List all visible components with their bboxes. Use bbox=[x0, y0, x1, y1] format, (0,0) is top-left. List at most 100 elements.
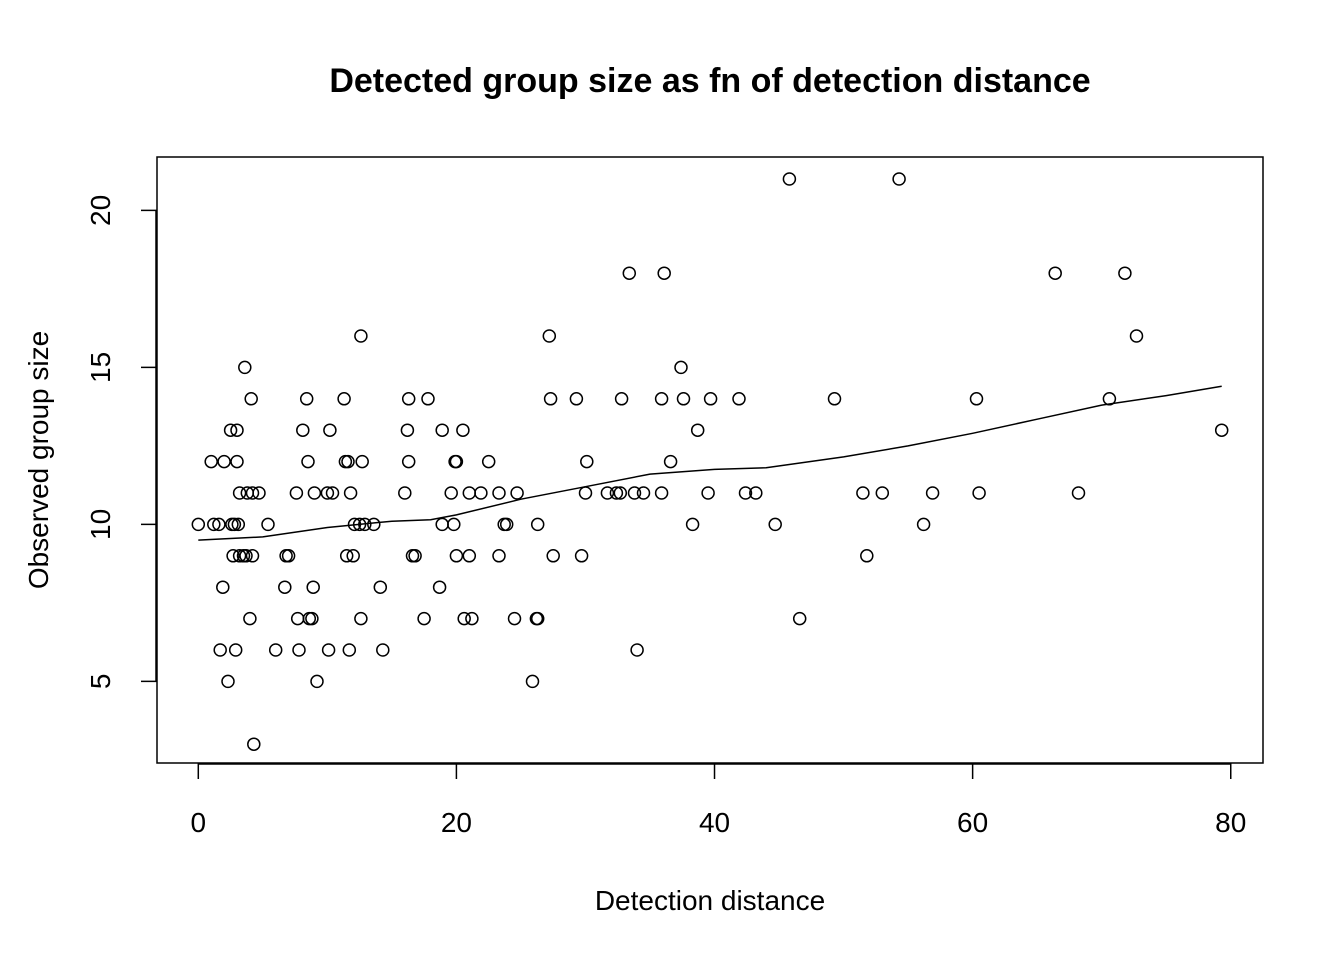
data-point bbox=[1071, 486, 1086, 500]
data-point bbox=[354, 611, 368, 626]
x-tick-label: 40 bbox=[699, 807, 730, 838]
data-point bbox=[352, 517, 367, 532]
data-point bbox=[444, 486, 458, 500]
data-point bbox=[465, 611, 479, 626]
data-point bbox=[230, 454, 244, 469]
data-point bbox=[657, 266, 671, 280]
data-point bbox=[530, 517, 545, 532]
data-point bbox=[408, 549, 422, 563]
data-point bbox=[376, 643, 390, 657]
x-axis-label: Detection distance bbox=[595, 885, 825, 916]
data-point bbox=[972, 486, 986, 500]
data-point bbox=[401, 454, 416, 469]
data-point bbox=[243, 611, 257, 626]
data-point bbox=[1214, 423, 1229, 437]
data-point bbox=[474, 486, 488, 500]
data-point bbox=[856, 486, 870, 500]
x-tick-label: 80 bbox=[1215, 807, 1246, 838]
data-point bbox=[338, 454, 353, 469]
data-point bbox=[542, 329, 557, 343]
data-point bbox=[916, 517, 931, 532]
data-point bbox=[207, 517, 221, 532]
data-point bbox=[462, 486, 477, 500]
data-point bbox=[325, 486, 340, 500]
data-point bbox=[435, 517, 449, 532]
data-point bbox=[252, 486, 266, 500]
data-point bbox=[580, 454, 594, 469]
data-point bbox=[301, 454, 315, 469]
data-point bbox=[320, 486, 335, 500]
data-point bbox=[355, 454, 369, 469]
data-point bbox=[614, 392, 629, 406]
data-point bbox=[569, 392, 584, 406]
data-point bbox=[321, 643, 336, 657]
data-point bbox=[204, 454, 218, 469]
data-point bbox=[339, 549, 354, 563]
x-tick-label: 0 bbox=[191, 807, 207, 838]
data-point bbox=[622, 266, 637, 280]
data-point bbox=[432, 580, 447, 594]
x-axis: 0 20 40 60 80 bbox=[191, 763, 1246, 838]
data-point bbox=[239, 549, 253, 563]
data-point bbox=[228, 643, 243, 657]
data-point bbox=[342, 643, 357, 657]
data-point bbox=[627, 486, 642, 500]
data-point bbox=[223, 423, 238, 437]
data-point bbox=[530, 611, 545, 626]
data-point bbox=[212, 517, 226, 532]
data-point bbox=[525, 674, 540, 689]
data-point bbox=[703, 392, 718, 406]
data-point bbox=[546, 549, 560, 563]
data-point bbox=[405, 549, 420, 563]
data-point bbox=[574, 549, 589, 563]
data-point bbox=[782, 172, 797, 186]
data-point bbox=[278, 580, 292, 594]
data-point bbox=[310, 674, 324, 689]
data-point bbox=[543, 392, 558, 406]
data-point bbox=[217, 454, 231, 469]
data-point bbox=[346, 549, 360, 563]
data-point bbox=[296, 423, 310, 437]
data-point bbox=[244, 392, 258, 406]
data-point bbox=[268, 643, 283, 657]
data-point bbox=[492, 486, 506, 500]
data-point bbox=[674, 360, 688, 375]
data-point bbox=[245, 486, 260, 500]
data-point bbox=[701, 486, 715, 500]
y-tick-label: 10 bbox=[85, 509, 116, 540]
data-point bbox=[232, 549, 247, 563]
data-point bbox=[892, 172, 906, 186]
data-point bbox=[499, 517, 514, 532]
data-point bbox=[226, 549, 240, 563]
smooth-trend-line bbox=[198, 385, 1222, 541]
data-point bbox=[435, 423, 449, 437]
y-tick-label: 15 bbox=[85, 352, 116, 383]
data-point bbox=[875, 486, 890, 500]
data-point bbox=[860, 549, 874, 563]
y-axis-label: Observed group size bbox=[23, 331, 54, 589]
data-point bbox=[1129, 329, 1144, 343]
data-point bbox=[238, 360, 252, 375]
data-point bbox=[227, 517, 242, 532]
data-point bbox=[685, 517, 700, 532]
data-point bbox=[654, 486, 669, 500]
data-point bbox=[1118, 266, 1132, 280]
data-point bbox=[449, 454, 464, 469]
data-point bbox=[507, 611, 522, 626]
data-point bbox=[827, 392, 842, 406]
x-tick-label: 20 bbox=[441, 807, 472, 838]
data-point bbox=[792, 611, 807, 626]
data-point bbox=[421, 392, 435, 406]
data-point bbox=[925, 486, 940, 500]
plot-frame bbox=[156, 156, 1264, 764]
data-point bbox=[354, 329, 368, 343]
data-point bbox=[768, 517, 782, 532]
data-point bbox=[261, 517, 275, 532]
data-point bbox=[447, 517, 461, 532]
data-point bbox=[462, 549, 477, 563]
data-point bbox=[213, 643, 227, 657]
data-point bbox=[510, 486, 524, 500]
data-point bbox=[299, 392, 314, 406]
data-point bbox=[732, 392, 746, 406]
